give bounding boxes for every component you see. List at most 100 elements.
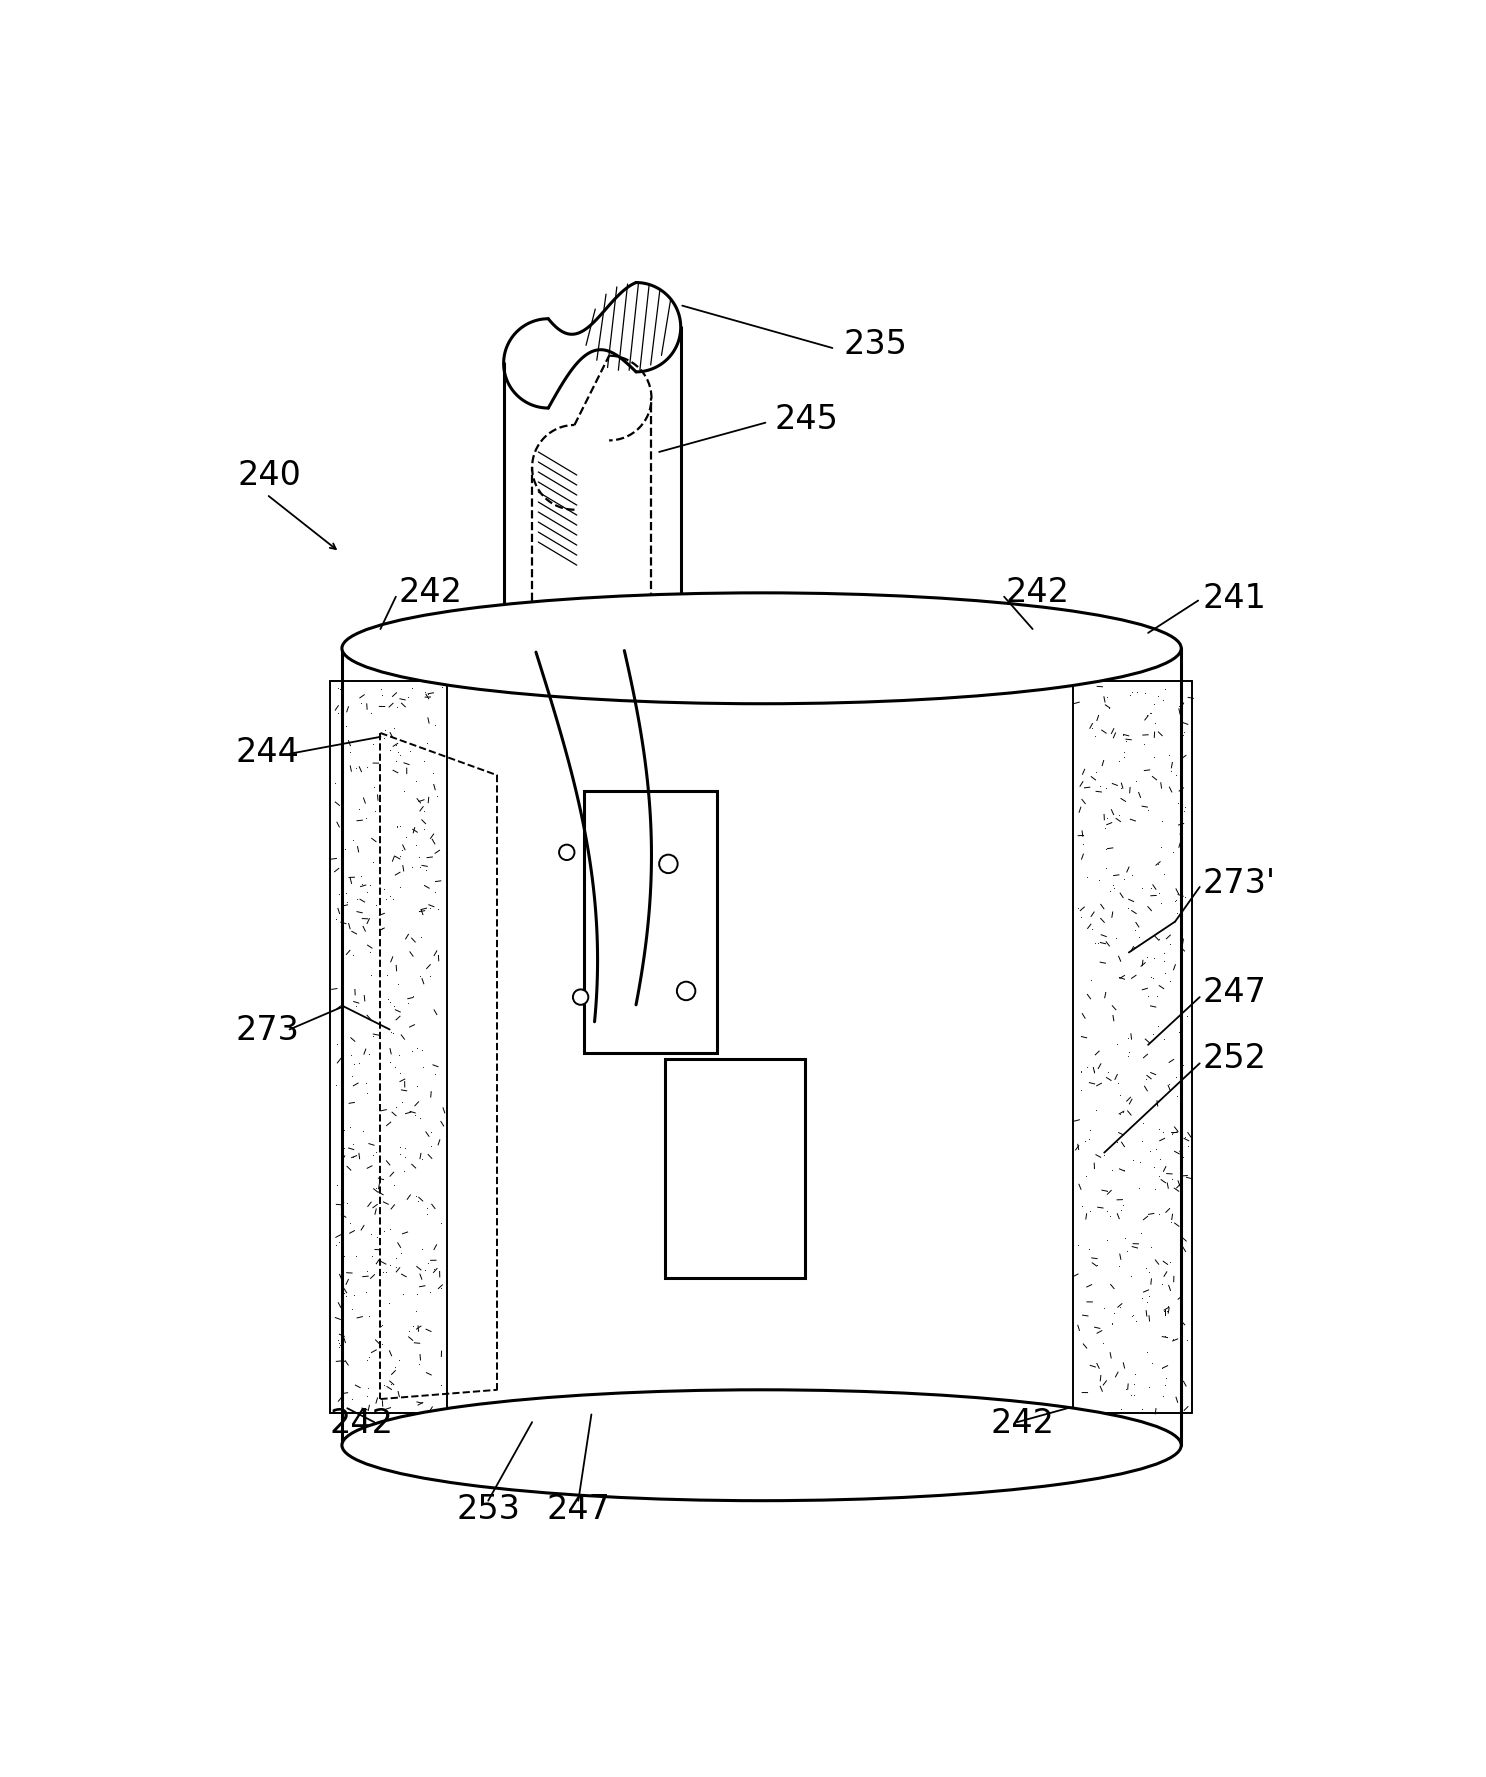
Point — [336, 887, 360, 915]
Point — [364, 1139, 388, 1167]
Point — [1080, 915, 1104, 944]
Point — [1156, 1292, 1180, 1320]
Point — [386, 737, 410, 766]
Point — [404, 1297, 428, 1326]
Point — [383, 746, 407, 775]
Point — [339, 1041, 363, 1070]
Text: 242: 242 — [1006, 576, 1070, 608]
Point — [1120, 1301, 1144, 1329]
Point — [1114, 727, 1138, 755]
Point — [380, 885, 404, 913]
Point — [1116, 1024, 1140, 1052]
Point — [383, 730, 407, 759]
Point — [382, 1171, 406, 1199]
Text: 273: 273 — [236, 1015, 300, 1047]
Point — [404, 1279, 428, 1308]
Point — [1146, 849, 1169, 878]
Point — [1164, 885, 1187, 913]
Point — [389, 835, 413, 864]
Point — [346, 1048, 370, 1077]
Point — [327, 1326, 351, 1354]
Point — [1140, 1349, 1164, 1377]
Point — [1077, 1125, 1101, 1153]
Point — [1082, 1057, 1106, 1086]
Point — [1098, 1203, 1122, 1231]
Point — [1147, 1199, 1171, 1228]
Point — [1103, 1299, 1126, 1327]
Point — [1161, 837, 1184, 865]
Point — [1094, 691, 1117, 720]
Point — [1122, 1370, 1146, 1398]
Point — [1122, 933, 1146, 961]
Point — [327, 880, 351, 908]
Point — [1134, 1255, 1158, 1283]
Point — [382, 992, 406, 1020]
Point — [327, 698, 351, 727]
Point — [1150, 915, 1174, 944]
Point — [1143, 743, 1167, 771]
Point — [1117, 1038, 1141, 1066]
Point — [369, 1208, 392, 1237]
Point — [416, 1249, 440, 1278]
Point — [1109, 1196, 1132, 1224]
Point — [392, 1134, 416, 1162]
Point — [1100, 1155, 1123, 1183]
Point — [342, 1050, 366, 1079]
Point — [426, 896, 450, 924]
Point — [370, 1258, 394, 1287]
Point — [1152, 1118, 1175, 1146]
Point — [1143, 709, 1167, 737]
Point — [419, 1118, 443, 1146]
Point — [370, 1311, 394, 1340]
Point — [1172, 796, 1196, 825]
Point — [1158, 967, 1181, 995]
Point — [1100, 1308, 1123, 1336]
Point — [1112, 1098, 1135, 1127]
Point — [1153, 1322, 1177, 1351]
Point — [407, 842, 431, 871]
Point — [1147, 924, 1171, 952]
Point — [1095, 682, 1119, 711]
Point — [351, 1116, 374, 1144]
Point — [345, 753, 369, 782]
Point — [1165, 899, 1189, 928]
Point — [412, 746, 435, 775]
Point — [1167, 789, 1190, 817]
Point — [1070, 1077, 1094, 1105]
Point — [1169, 867, 1193, 896]
Point — [1104, 924, 1128, 952]
Point — [342, 940, 366, 968]
Point — [1094, 775, 1117, 803]
Point — [1067, 894, 1091, 922]
Point — [339, 1208, 363, 1237]
Point — [388, 1141, 412, 1169]
Point — [1083, 1096, 1107, 1125]
Point — [1131, 1109, 1155, 1137]
Point — [339, 1112, 363, 1141]
Point — [394, 1143, 418, 1171]
Point — [386, 968, 410, 997]
Point — [1168, 1198, 1192, 1226]
Point — [1131, 1127, 1155, 1155]
Point — [379, 1018, 403, 1047]
Point — [1112, 1157, 1135, 1185]
Point — [1164, 1063, 1187, 1091]
Point — [392, 1157, 416, 1185]
Point — [369, 928, 392, 956]
Point — [1150, 807, 1174, 835]
Point — [385, 693, 409, 721]
Point — [397, 990, 421, 1018]
Point — [1138, 1281, 1162, 1310]
Point — [1120, 1301, 1144, 1329]
Point — [1079, 1196, 1103, 1224]
Point — [400, 1036, 424, 1064]
Point — [343, 992, 367, 1020]
Point — [355, 878, 379, 906]
Point — [1113, 1223, 1137, 1251]
Circle shape — [678, 981, 695, 1000]
Point — [1164, 761, 1187, 789]
Point — [349, 862, 373, 890]
Point — [364, 890, 388, 919]
Point — [374, 885, 398, 913]
Point — [392, 777, 416, 805]
